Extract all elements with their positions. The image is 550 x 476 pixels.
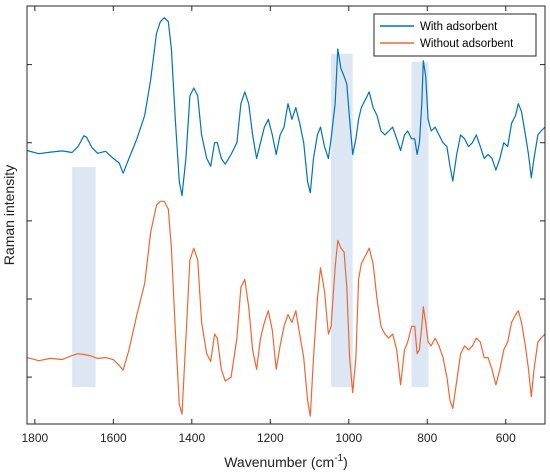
x-tick-label-1800: 1800 [21, 431, 48, 445]
x-axis-label-superscript: -1 [334, 453, 343, 464]
x-axis-label: Wavenumber (cm-1) [224, 453, 348, 470]
series-layer [26, 17, 546, 417]
x-tick-label-1600: 1600 [100, 431, 127, 445]
legend-box [373, 13, 537, 57]
legend-label-1: With adsorbent [420, 21, 498, 33]
series-line-2 [26, 200, 546, 417]
y-axis-label: Raman intensity [1, 165, 17, 265]
highlight-bands [72, 54, 429, 387]
legend-label-2: Without adsorbent [420, 38, 514, 50]
x-axis-label-main: Wavenumber (cm [224, 454, 334, 470]
x-tick-label-1000: 1000 [335, 431, 362, 445]
x-axis-label-suffix: ) [343, 454, 348, 470]
plot-frame [26, 5, 546, 425]
highlight-band-2 [331, 54, 353, 387]
x-tick-label-1400: 1400 [178, 431, 205, 445]
legend: With adsorbent Without adsorbent [373, 13, 537, 57]
axis-ticks: 1800 1600 1400 1200 1000 800 600 [21, 6, 545, 445]
x-tick-label-800: 800 [417, 431, 437, 445]
x-tick-label-600: 600 [496, 431, 516, 445]
series-line-1 [26, 17, 546, 197]
highlight-band-1 [72, 167, 96, 387]
x-tick-label-1200: 1200 [257, 431, 284, 445]
